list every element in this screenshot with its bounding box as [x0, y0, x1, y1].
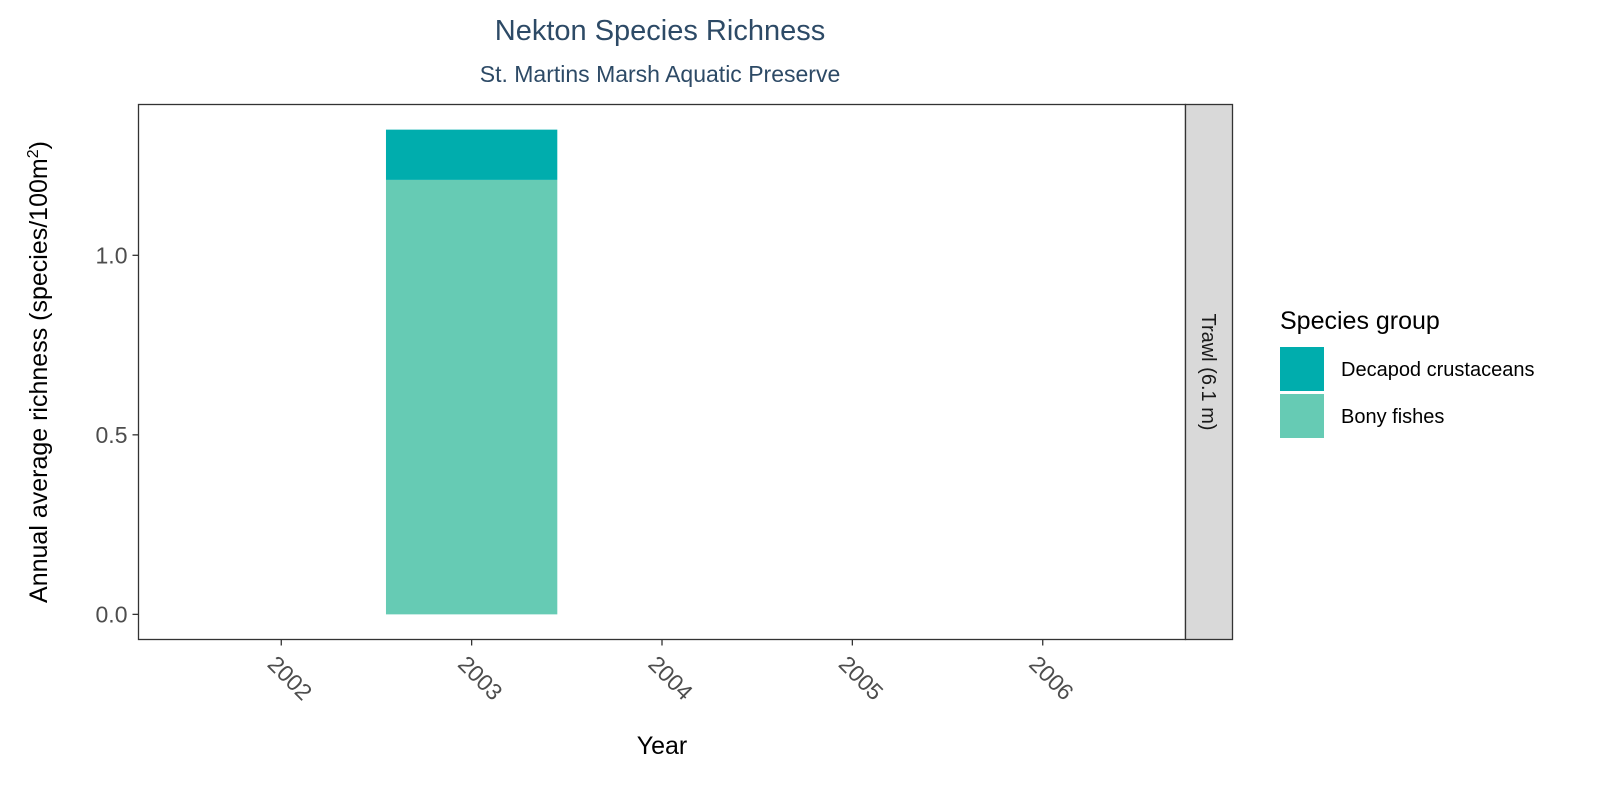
legend-swatch: [1280, 347, 1324, 391]
plot-panel: [137, 103, 1187, 641]
x-tick-label: 2002: [263, 651, 318, 706]
bar-2003-bony-fishes: [385, 179, 558, 615]
chart-subtitle: St. Martins Marsh Aquatic Preserve: [480, 61, 840, 87]
legend: Species group Decapod crustaceans Bony fi…: [1280, 307, 1534, 438]
y-axis-title: Annual average richness (species/100m2): [25, 141, 53, 603]
x-tick-label: 2003: [453, 651, 508, 706]
x-axis-title: Year: [637, 732, 688, 760]
x-tick-label: 2006: [1024, 651, 1079, 706]
x-tick-label: 2005: [834, 651, 889, 706]
y-tick-label: 1.0: [96, 242, 128, 268]
legend-swatch: [1280, 394, 1324, 438]
x-tick-label: 2004: [643, 651, 698, 706]
y-tick-label: 0.5: [96, 422, 128, 448]
x-axis: 2002 2003 2004 2005 2006: [263, 639, 1079, 706]
chart-title: Nekton Species Richness: [495, 15, 825, 47]
facet-strip-label: Trawl (6.1 m): [1197, 313, 1219, 430]
y-axis-title-main: Annual average richness (species/100m: [25, 158, 53, 603]
legend-label: Bony fishes: [1341, 406, 1444, 428]
legend-label: Decapod crustaceans: [1341, 359, 1534, 381]
y-axis-title-close: ): [25, 141, 53, 149]
y-axis: 0.0 0.5 1.0: [96, 242, 139, 627]
legend-title: Species group: [1280, 307, 1440, 335]
facet-strip: [1184, 103, 1234, 641]
bar-2003-decapod-crustaceans: [385, 129, 558, 180]
y-tick-label: 0.0: [96, 601, 128, 627]
y-axis-title-superscript: 2: [25, 149, 42, 158]
bars-layer: [385, 129, 558, 615]
